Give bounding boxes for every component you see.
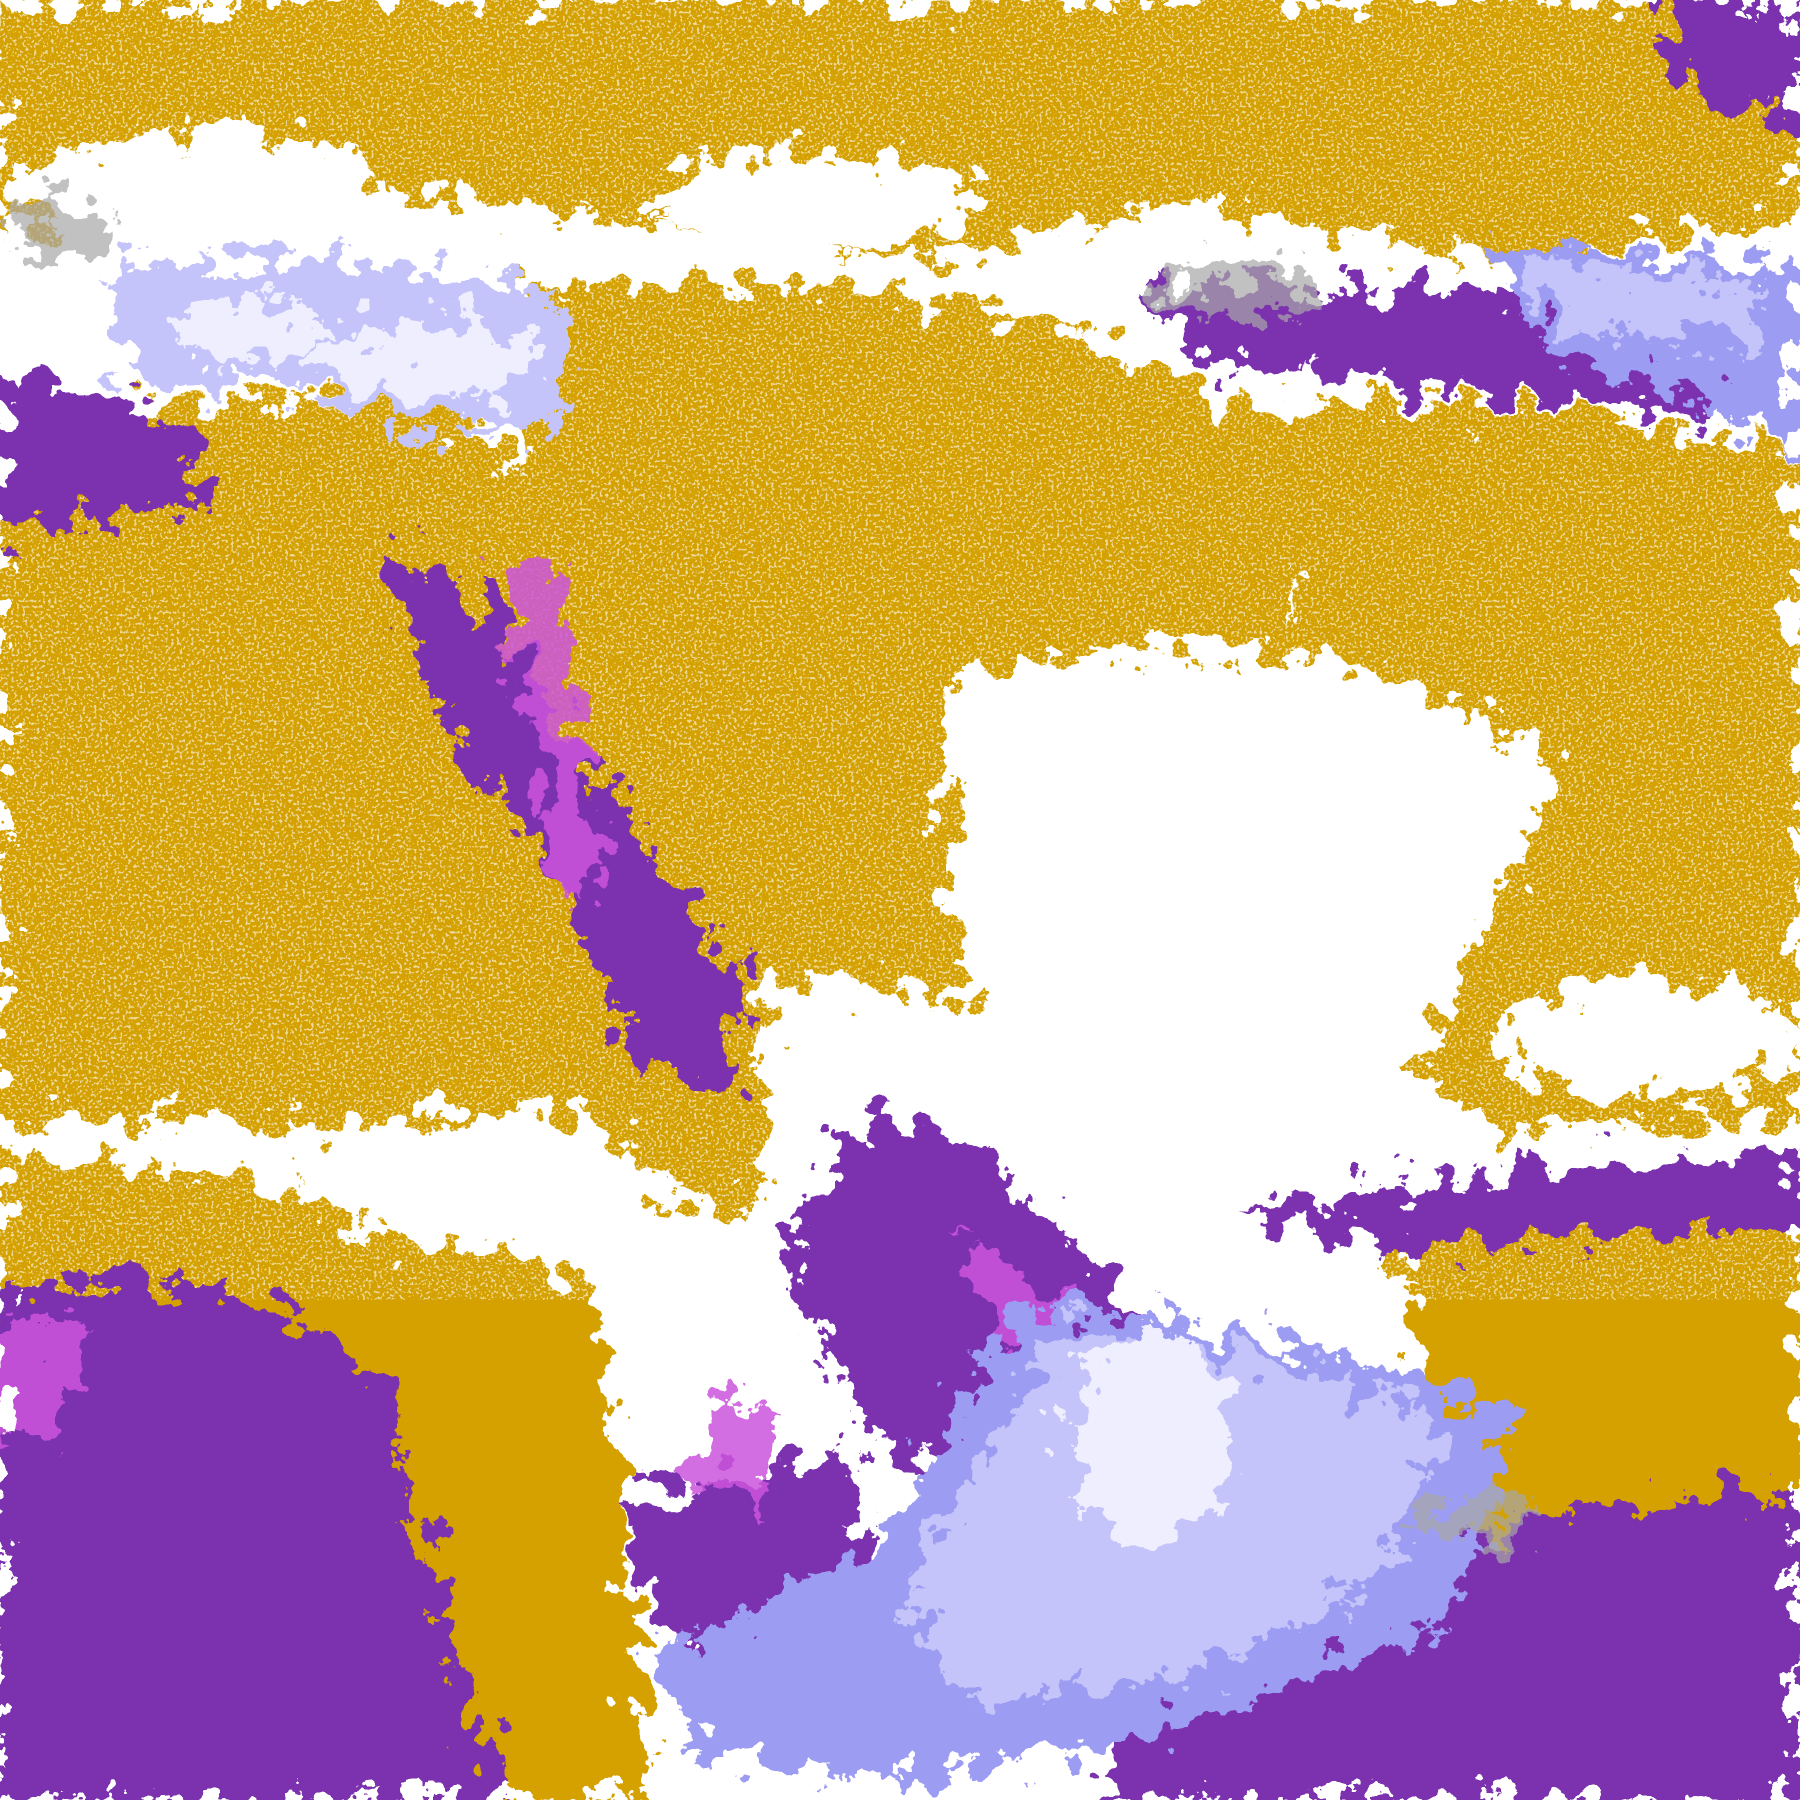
gray-cloud-edges — [10, 200, 1540, 1540]
pale-cloud-tops — [170, 300, 1230, 1550]
speckle-texture — [0, 0, 1800, 1300]
